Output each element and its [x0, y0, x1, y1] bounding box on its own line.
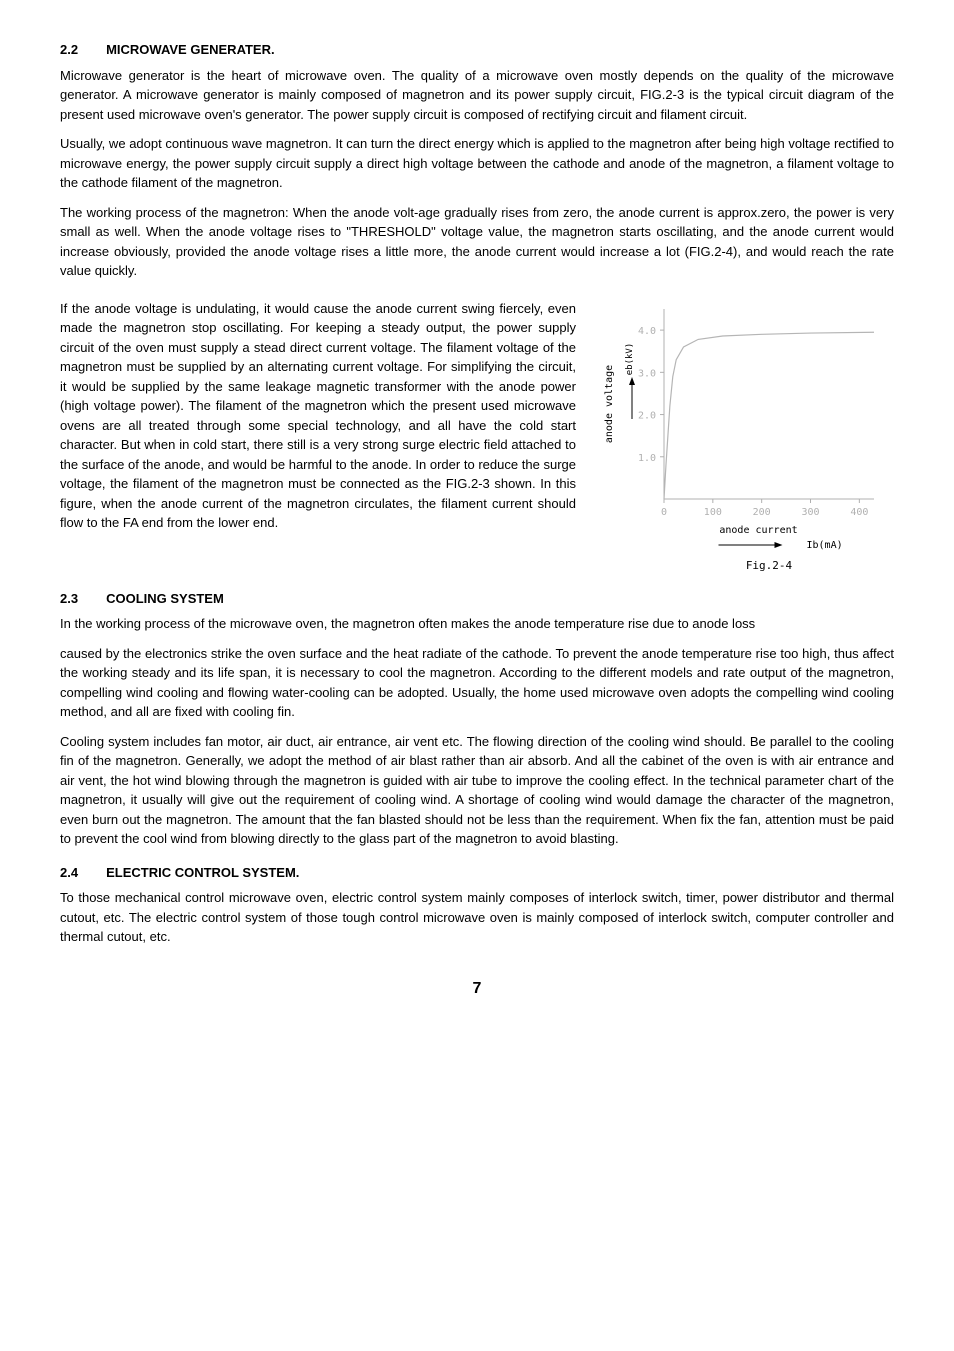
svg-text:Fig.2-4: Fig.2-4: [746, 559, 793, 572]
section-number: 2.3: [60, 589, 78, 609]
svg-text:0: 0: [661, 507, 667, 518]
section-2-4-heading: 2.4 ELECTRIC CONTROL SYSTEM.: [60, 863, 894, 883]
section-number: 2.4: [60, 863, 78, 883]
section-2-3-heading: 2.3 COOLING SYSTEM: [60, 589, 894, 609]
sec23-para-2: caused by the electronics strike the ove…: [60, 644, 894, 722]
svg-text:Ib(mA): Ib(mA): [807, 540, 843, 551]
svg-text:anode current: anode current: [719, 525, 797, 536]
svg-text:2.0: 2.0: [638, 410, 656, 421]
sec22-para-1: Microwave generator is the heart of micr…: [60, 66, 894, 125]
sec22-para-4: If the anode voltage is undulating, it w…: [60, 299, 576, 533]
section-title: MICROWAVE GENERATER.: [106, 42, 275, 57]
svg-text:3.0: 3.0: [638, 368, 656, 379]
section-number: 2.2: [60, 40, 78, 60]
svg-text:100: 100: [704, 507, 722, 518]
section-title: ELECTRIC CONTROL SYSTEM.: [106, 865, 299, 880]
svg-text:200: 200: [753, 507, 771, 518]
svg-text:300: 300: [801, 507, 819, 518]
sec23-para-3: Cooling system includes fan motor, air d…: [60, 732, 894, 849]
sec22-para-2: Usually, we adopt continuous wave magnet…: [60, 134, 894, 193]
section-2-2-heading: 2.2 MICROWAVE GENERATER.: [60, 40, 894, 60]
fig-2-4-chart: 1.0 2.0 3.0 4.0 0 100 200 300 400 anode voltage eb…: [594, 299, 894, 579]
sec23-para-1: In the working process of the microwave …: [60, 614, 894, 634]
svg-text:anode voltage: anode voltage: [604, 364, 615, 442]
sec24-para-1: To those mechanical control microwave ov…: [60, 888, 894, 947]
section-title: COOLING SYSTEM: [106, 591, 224, 606]
svg-text:400: 400: [850, 507, 868, 518]
sec22-para-3: The working process of the magnetron: Wh…: [60, 203, 894, 281]
svg-text:eb(kV): eb(kV): [625, 342, 635, 375]
svg-text:4.0: 4.0: [638, 326, 656, 337]
svg-text:1.0: 1.0: [638, 452, 656, 463]
page-number: 7: [60, 977, 894, 1001]
